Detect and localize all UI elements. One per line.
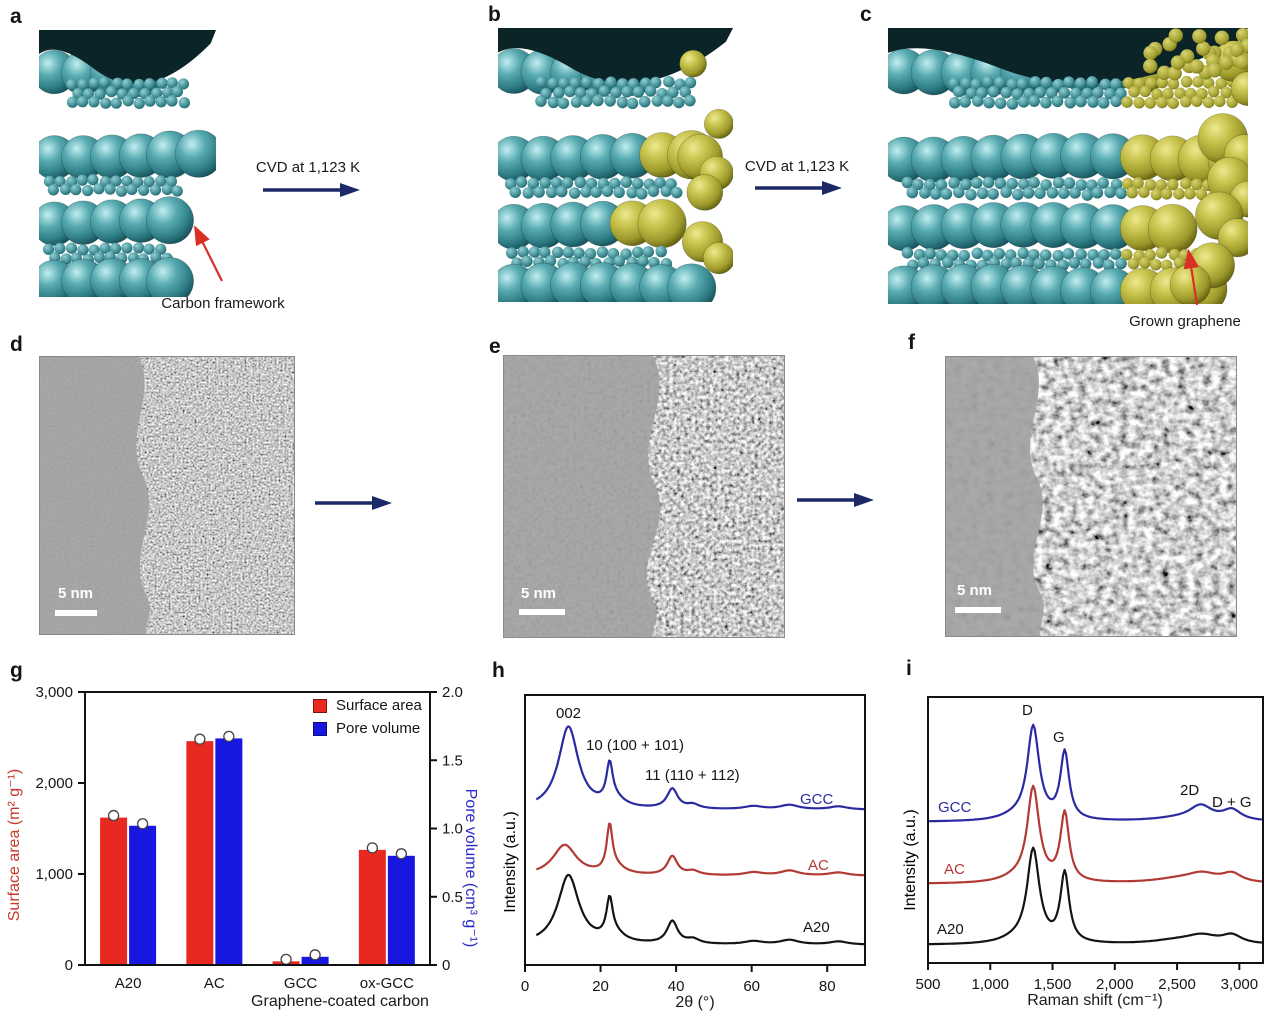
legend-label-pore-volume: Pore volume [336,720,421,737]
panel-label-h: h [492,659,505,682]
h-y-axis-title: Intensity (a.u.) [502,811,519,913]
svg-text:2,000: 2,000 [1096,976,1134,993]
svg-text:60: 60 [743,978,760,995]
tem-image-e [503,355,785,638]
scale-bar-f [955,607,1001,613]
g-right-axis-title: Pore volume (cm³ g⁻¹) [462,788,479,948]
svg-text:1,000: 1,000 [35,866,73,883]
scale-bar-label-d: 5 nm [58,585,94,602]
scale-bar-d [55,610,97,616]
svg-text:0: 0 [442,957,450,974]
schematic-render-b-partial-graphene [498,28,733,302]
legend-label-surface-area: Surface area [336,697,422,714]
g-left-axis-title: Surface area (m² g⁻¹) [6,768,23,922]
xrd-chart-h: 0 20 40 60 80 [521,694,866,995]
panel-label-c: c [860,3,872,26]
g-x-axis-title: Graphene-coated carbon [251,993,429,1010]
carbon-framework-label: Carbon framework [161,295,285,312]
svg-text:GCC: GCC [284,975,318,992]
svg-text:0: 0 [65,957,73,974]
h-peak-label-10: 10 (100 + 101) [586,737,684,754]
h-peak-label-002: 002 [556,705,582,722]
h-peak-label-11: 11 (110 + 112) [645,767,740,784]
svg-text:AC: AC [204,975,225,992]
panel-label-a: a [10,5,22,28]
grown-graphene-label: Grown graphene [1129,313,1241,330]
h-x-axis-title: 2θ (°) [675,994,715,1011]
i-peak-label-2d: 2D [1180,782,1200,799]
panel-label-i: i [906,657,912,680]
schematic-render-c-grown-graphene [888,28,1248,304]
panel-label-e: e [489,335,501,358]
svg-text:80: 80 [819,978,836,995]
svg-text:2,000: 2,000 [35,775,73,792]
i-curve-label-a20: A20 [937,921,964,938]
i-peak-label-d-plus-g: D + G [1212,794,1252,811]
svg-text:A20: A20 [115,975,142,992]
i-y-axis-title: Intensity (a.u.) [902,809,919,911]
legend-swatch-pore-volume [313,722,327,736]
svg-text:1,000: 1,000 [971,976,1009,993]
i-peak-label-g: G [1053,729,1065,746]
svg-text:2,500: 2,500 [1158,976,1196,993]
svg-text:0: 0 [521,978,529,995]
process-arrow [797,493,874,507]
process-arrow [263,183,360,197]
schematic-render-a-carbon-framework [39,30,216,297]
svg-text:40: 40 [668,978,685,995]
panel-label-g: g [10,659,23,682]
tem-image-f [945,356,1237,637]
svg-text:2.0: 2.0 [442,684,463,701]
h-curve-label-a20: A20 [803,919,830,936]
cvd-arrow-1-label: CVD at 1,123 K [255,159,361,176]
svg-text:3,000: 3,000 [1221,976,1259,993]
raman-chart-i: 500 1,000 1,500 2,000 2,500 3,000 [915,696,1264,993]
svg-text:ox-GCC: ox-GCC [360,975,414,992]
i-peak-label-d: D [1022,702,1033,719]
h-curve-label-ac: AC [808,857,829,874]
scale-bar-e [519,609,565,615]
scale-bar-label-f: 5 nm [957,582,993,599]
i-curve-label-gcc: GCC [938,799,972,816]
h-curve-label-gcc: GCC [800,791,834,808]
svg-text:1,500: 1,500 [1034,976,1072,993]
i-curve-label-ac: AC [944,861,965,878]
panel-label-b: b [488,3,501,26]
legend-swatch-surface-area [313,699,327,713]
svg-text:20: 20 [592,978,609,995]
panel-label-d: d [10,333,23,356]
cvd-arrow-2-label: CVD at 1,123 K [744,158,850,175]
scale-bar-label-e: 5 nm [521,585,557,602]
bar-series [100,730,415,966]
tem-image-d [39,356,295,635]
panel-label-f: f [908,331,915,354]
i-x-axis-title: Raman shift (cm⁻¹) [1027,992,1163,1009]
process-arrow [755,181,842,195]
svg-text:3,000: 3,000 [35,684,73,701]
process-arrow [315,496,392,510]
